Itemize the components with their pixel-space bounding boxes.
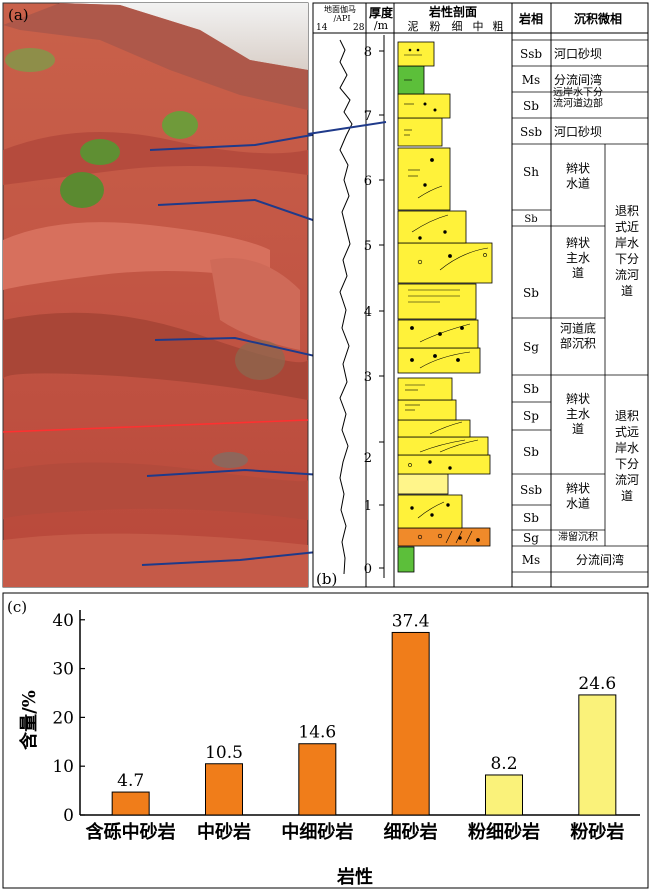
svg-text:中: 中: [473, 20, 484, 33]
category-label: 中细砂岩: [281, 821, 353, 843]
gamma-min: 14: [316, 23, 328, 33]
bar-value-label: 4.7: [117, 771, 144, 791]
y-axis-title: 含量/%: [18, 690, 40, 750]
y-tick-label: 30: [52, 660, 74, 680]
category-label: 含砾中砂岩: [86, 821, 176, 843]
gamma-header-2: /API: [333, 14, 350, 23]
y-tick-label: 40: [52, 611, 74, 631]
category-label: 粉砂岩: [570, 821, 624, 843]
svg-text:粉: 粉: [430, 20, 441, 33]
bar-value-label: 14.6: [298, 723, 336, 743]
litho-header: 岩性剖面: [428, 4, 477, 19]
bar-value-label: 8.2: [490, 754, 517, 774]
svg-text:0: 0: [364, 562, 372, 577]
microfacies-label: 河口砂坝: [554, 125, 602, 139]
svg-text:Ms: Ms: [522, 553, 540, 567]
svg-text:细: 细: [452, 20, 463, 33]
gamma-header-1: 地面伽马: [324, 4, 356, 14]
microfacies-label: 分流间湾: [576, 552, 624, 567]
svg-text:Ssb: Ssb: [520, 483, 542, 497]
bar-chart-panel: (c) 含量/% 岩性 0 10 20 30 40 4.7 含砾中砂岩 10.5 中砂岩 14.6…: [2, 592, 649, 889]
sub-environment-label: 退积式远岸水下分流河道: [615, 409, 639, 503]
bar: [205, 763, 243, 816]
svg-text:Sh: Sh: [523, 165, 539, 179]
thickness-header-2: /m: [374, 19, 389, 32]
svg-text:3: 3: [364, 370, 372, 385]
lithology-symbols: [404, 48, 489, 544]
chart-plot: 0 10 20 30 40 4.7 含砾中砂岩 10.5 中砂岩 14.6 中细砂岩 37.4 细砂岩 8…: [52, 610, 640, 843]
svg-text:Sg: Sg: [523, 340, 539, 354]
svg-text:Sb: Sb: [523, 99, 539, 113]
bar: [485, 774, 523, 816]
svg-text:Ms: Ms: [522, 73, 540, 87]
svg-text:7: 7: [364, 109, 372, 124]
facies-header: 岩相: [518, 11, 543, 26]
bar: [391, 631, 430, 816]
facies-column: [512, 39, 551, 573]
svg-text:Ssb: Ssb: [520, 125, 542, 139]
svg-text:Sb: Sb: [523, 382, 539, 396]
microfacies-label: 分流间湾: [554, 72, 602, 87]
microfacies-labels: 河口砂坝分流间湾远岸水下分流河道边部河口砂坝辫状水道辫状主水道河道底部沉积辫状主…: [553, 47, 639, 567]
microfacies-label: 远岸水下分流河道边部: [553, 87, 603, 110]
y-tick-label: 0: [63, 806, 74, 826]
svg-text:1: 1: [364, 499, 372, 514]
bar: [111, 791, 150, 816]
bar-value-label: 10.5: [205, 743, 243, 763]
outcrop-photo: (a): [2, 2, 387, 588]
svg-text:6: 6: [364, 174, 372, 189]
svg-text:Sb: Sb: [523, 286, 539, 300]
svg-text:Sg: Sg: [523, 531, 539, 545]
facies-labels: Ssb Ms Sb Ssb Sh Sb Sb Sg Sb Sp Sb Ssb S…: [520, 47, 542, 567]
correlation-line-ends: [307, 121, 387, 135]
microfacies-label: 辫状主水道: [566, 392, 590, 436]
microfacies-label: 滞留沉积: [558, 530, 598, 543]
panel-b-label: (b): [316, 570, 337, 588]
microfacies-label: 辫状主水道: [566, 236, 590, 280]
gamma-log-curve: [339, 39, 353, 575]
svg-text:2: 2: [364, 451, 372, 466]
x-axis-title: 岩性: [336, 866, 373, 888]
depth-axis: 0 1 2 3 4 5 6 7 8: [364, 35, 385, 578]
microfacies-header: 沉积微相: [574, 11, 622, 26]
y-tick-label: 10: [52, 757, 74, 777]
category-label: 粉细砂岩: [468, 821, 540, 843]
category-label: 细砂岩: [384, 821, 438, 843]
grain-scale: 泥 粉 细 中 粗: [408, 20, 504, 33]
svg-text:Sb: Sb: [523, 511, 539, 525]
svg-text:4: 4: [364, 305, 372, 320]
section-panel: 地面伽马 /API 14 28 厚度 /m 岩性剖面 泥 粉 细 中 粗 岩相 …: [312, 2, 649, 588]
category-label: 中砂岩: [197, 821, 251, 843]
bar-value-label: 37.4: [392, 611, 430, 631]
thickness-header-1: 厚度: [369, 5, 394, 20]
sub-environment-label: 退积式近岸水下分流河道: [615, 204, 639, 298]
svg-text:8: 8: [364, 45, 372, 60]
bar: [298, 743, 337, 816]
microfacies-label: 河口砂坝: [554, 47, 602, 61]
panel-a-label: (a): [8, 6, 29, 24]
y-tick-label: 20: [52, 708, 74, 728]
microfacies-grid: [551, 39, 648, 573]
svg-text:粗: 粗: [493, 20, 504, 33]
microfacies-label: 辫状水道: [566, 162, 590, 191]
bar: [578, 694, 617, 816]
svg-text:5: 5: [364, 239, 372, 254]
svg-text:Sb: Sb: [523, 445, 539, 459]
microfacies-label: 辫状水道: [566, 482, 590, 511]
svg-text:Sp: Sp: [523, 409, 539, 423]
microfacies-label: 河道底部沉积: [560, 321, 596, 351]
gamma-max: 28: [353, 23, 365, 33]
svg-text:Sb: Sb: [524, 214, 537, 225]
svg-text:泥: 泥: [408, 20, 419, 33]
svg-text:Ssb: Ssb: [520, 47, 542, 61]
panel-c-label: (c): [7, 598, 27, 616]
bar-value-label: 24.6: [578, 674, 616, 694]
